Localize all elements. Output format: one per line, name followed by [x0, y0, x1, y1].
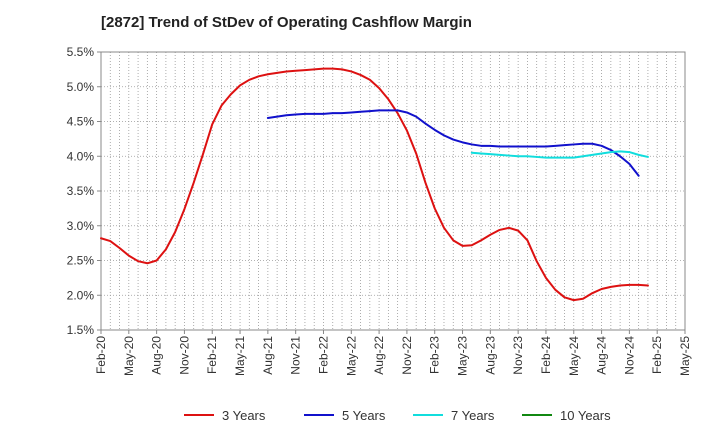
series-line-7-years: [470, 150, 649, 159]
legend-label: 5 Years: [342, 408, 386, 423]
x-tick-label: Feb-22: [316, 336, 330, 374]
x-tick-label: May-20: [122, 336, 136, 376]
x-tick-label: Feb-25: [650, 336, 664, 374]
chart-title: [2872] Trend of StDev of Operating Cashf…: [101, 14, 472, 31]
x-tick-label: May-21: [233, 336, 247, 376]
x-tick-label: Nov-24: [622, 336, 636, 375]
x-tick-label: May-23: [456, 336, 470, 376]
y-tick-label: 3.5%: [67, 184, 95, 198]
y-axis-ticks: 1.5% 2.0% 2.5% 3.0% 3.5% 4.0% 4.5% 5.0% 5.5%: [67, 45, 101, 337]
series-line-5-years: [266, 109, 640, 177]
x-tick-label: Nov-22: [400, 336, 414, 375]
x-axis-ticks: Feb-20 May-20 Aug-20 Nov-20 Feb-21 May-21 Aug-…: [94, 330, 692, 376]
x-tick-label: Aug-23: [483, 336, 497, 375]
x-tick-label: May-24: [567, 336, 581, 376]
y-tick-label: 1.5%: [67, 323, 95, 337]
legend-label: 3 Years: [222, 408, 266, 423]
x-tick-label: Nov-21: [289, 336, 303, 375]
grid-layer: [101, 52, 685, 330]
legend: 3 Years 5 Years 7 Years 10 Years: [184, 408, 611, 423]
y-tick-label: 3.0%: [67, 219, 95, 233]
x-tick-label: Nov-23: [511, 336, 525, 375]
y-tick-label: 5.0%: [67, 80, 95, 94]
x-tick-label: May-25: [678, 336, 692, 376]
x-tick-label: Aug-21: [261, 336, 275, 375]
series-layer: [100, 67, 649, 302]
x-tick-label: Feb-20: [94, 336, 108, 374]
y-tick-label: 4.5%: [67, 115, 95, 129]
x-tick-label: Aug-20: [150, 336, 164, 375]
x-tick-label: Nov-20: [177, 336, 191, 375]
x-tick-label: Aug-24: [595, 336, 609, 375]
x-tick-label: Feb-24: [539, 336, 553, 374]
series-line-3-years: [100, 67, 649, 302]
y-tick-label: 5.5%: [67, 45, 95, 59]
x-tick-label: Feb-21: [205, 336, 219, 374]
legend-label: 7 Years: [451, 408, 495, 423]
y-tick-label: 2.0%: [67, 288, 95, 302]
y-tick-label: 2.5%: [67, 254, 95, 268]
y-tick-label: 4.0%: [67, 149, 95, 163]
x-tick-label: Aug-22: [372, 336, 386, 375]
x-tick-label: May-22: [344, 336, 358, 376]
legend-label: 10 Years: [560, 408, 611, 423]
x-tick-label: Feb-23: [428, 336, 442, 374]
